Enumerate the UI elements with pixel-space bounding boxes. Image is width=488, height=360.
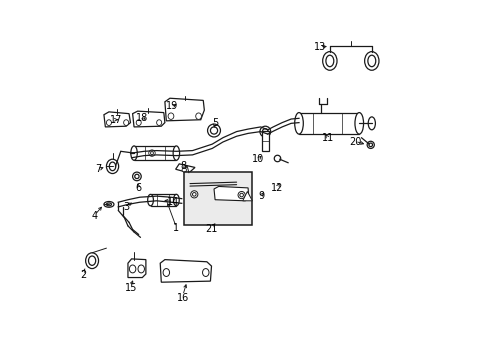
Ellipse shape <box>104 202 114 207</box>
Ellipse shape <box>109 162 116 171</box>
Ellipse shape <box>354 113 363 134</box>
Text: 8: 8 <box>180 161 186 171</box>
Text: 12: 12 <box>271 183 283 193</box>
Ellipse shape <box>192 193 196 196</box>
Ellipse shape <box>150 152 153 154</box>
Bar <box>261 131 268 150</box>
Ellipse shape <box>85 253 99 269</box>
Text: 3: 3 <box>123 202 129 212</box>
Ellipse shape <box>322 51 336 70</box>
Ellipse shape <box>325 55 333 67</box>
Ellipse shape <box>168 113 174 120</box>
Polygon shape <box>132 111 164 127</box>
Ellipse shape <box>294 113 303 134</box>
Polygon shape <box>160 260 211 282</box>
Text: 16: 16 <box>176 293 188 303</box>
Ellipse shape <box>131 146 137 160</box>
Text: 11: 11 <box>321 133 333 143</box>
Bar <box>134 146 176 160</box>
Ellipse shape <box>367 55 375 67</box>
Text: 19: 19 <box>165 102 178 112</box>
Ellipse shape <box>132 172 141 181</box>
Ellipse shape <box>238 192 244 199</box>
Ellipse shape <box>148 150 155 156</box>
Polygon shape <box>104 112 130 127</box>
Text: 13: 13 <box>313 42 325 51</box>
Text: 6: 6 <box>135 183 142 193</box>
Text: 21: 21 <box>205 225 217 234</box>
Text: 7: 7 <box>95 164 102 174</box>
Ellipse shape <box>366 141 373 148</box>
Ellipse shape <box>106 203 111 206</box>
Ellipse shape <box>129 265 136 273</box>
Ellipse shape <box>173 146 179 160</box>
Ellipse shape <box>239 193 243 197</box>
Ellipse shape <box>262 129 267 134</box>
Ellipse shape <box>274 155 280 162</box>
Text: 2: 2 <box>81 270 87 280</box>
Ellipse shape <box>202 269 208 276</box>
Ellipse shape <box>138 265 144 273</box>
Ellipse shape <box>123 120 128 126</box>
Polygon shape <box>175 164 195 173</box>
Ellipse shape <box>106 159 119 174</box>
Text: 4: 4 <box>91 211 98 221</box>
Text: 14: 14 <box>167 197 179 207</box>
Ellipse shape <box>135 174 139 179</box>
Ellipse shape <box>173 194 179 206</box>
Polygon shape <box>214 186 248 201</box>
Polygon shape <box>164 98 204 121</box>
Text: 18: 18 <box>136 113 148 123</box>
Ellipse shape <box>88 256 96 265</box>
Text: 10: 10 <box>251 154 264 164</box>
Ellipse shape <box>136 120 141 126</box>
Text: 5: 5 <box>211 118 218 128</box>
Ellipse shape <box>195 113 201 120</box>
Bar <box>183 172 252 225</box>
Polygon shape <box>128 259 145 278</box>
Ellipse shape <box>367 117 375 130</box>
Text: 1: 1 <box>173 224 179 233</box>
Polygon shape <box>242 192 252 201</box>
Ellipse shape <box>190 191 198 198</box>
Ellipse shape <box>182 168 186 172</box>
Text: 15: 15 <box>124 283 137 293</box>
Ellipse shape <box>368 143 372 147</box>
Text: 9: 9 <box>258 191 264 201</box>
Ellipse shape <box>147 194 153 206</box>
Ellipse shape <box>364 51 378 70</box>
Text: 20: 20 <box>348 138 361 147</box>
Ellipse shape <box>207 124 220 137</box>
Ellipse shape <box>210 127 217 134</box>
Ellipse shape <box>106 120 111 126</box>
Text: 17: 17 <box>110 115 122 125</box>
Bar <box>298 113 359 134</box>
Bar <box>150 194 176 206</box>
Ellipse shape <box>156 120 162 126</box>
Ellipse shape <box>163 269 169 276</box>
Ellipse shape <box>260 126 270 137</box>
